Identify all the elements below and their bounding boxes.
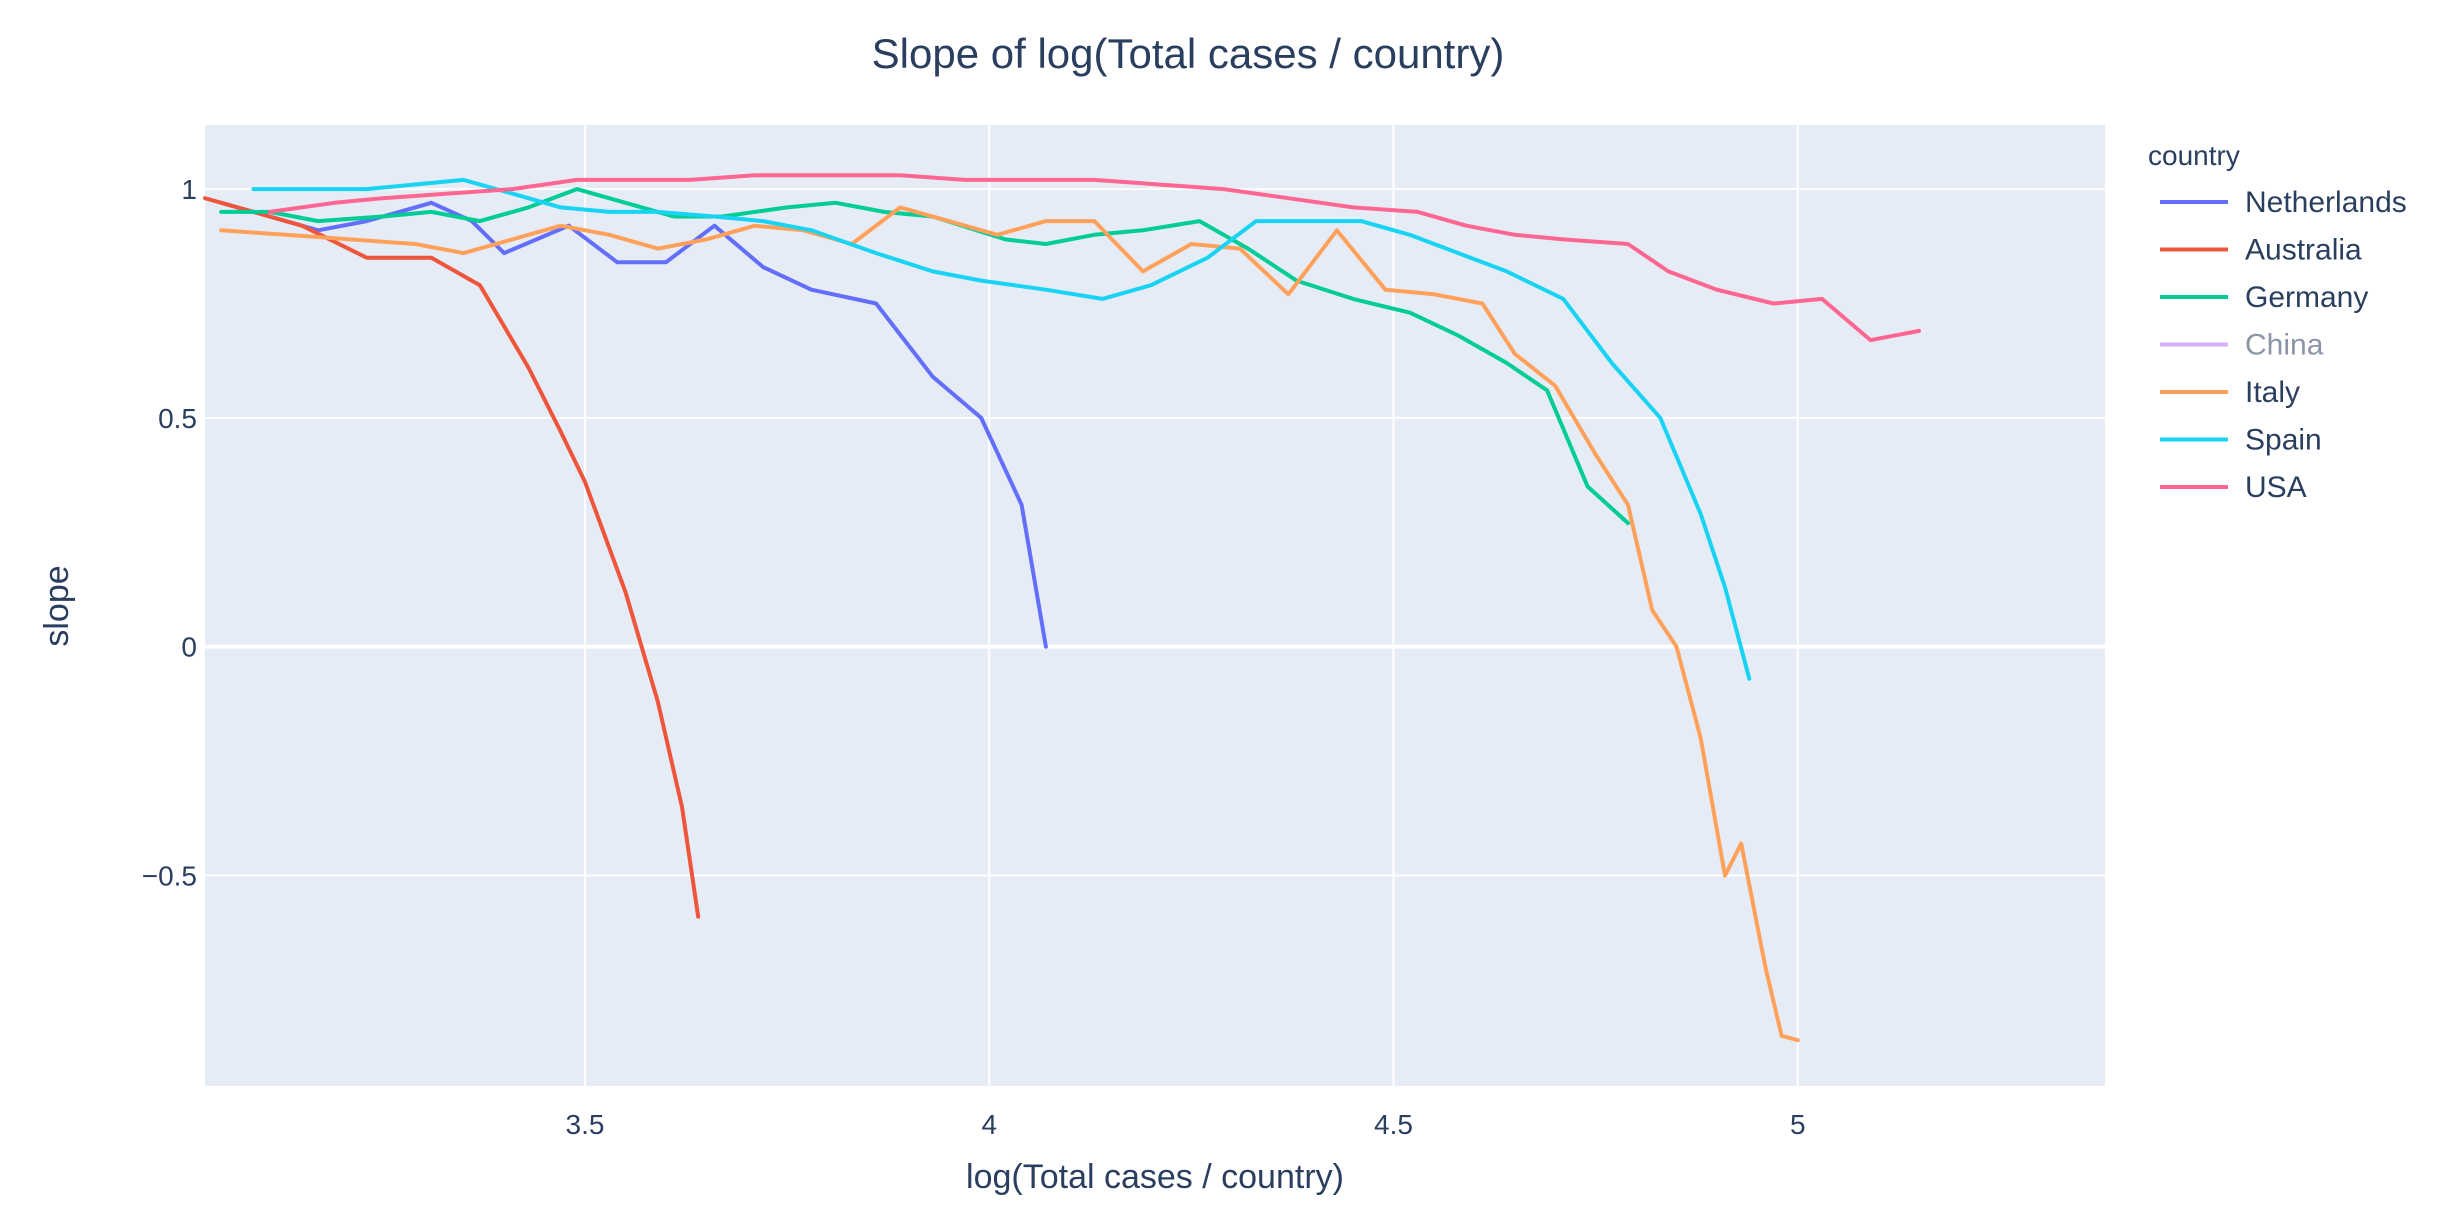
- legend-label: Spain: [2245, 424, 2322, 457]
- series-line-usa: [267, 173, 1921, 343]
- chart-title: Slope of log(Total cases / country): [872, 30, 1505, 77]
- legend-label: Germany: [2245, 281, 2368, 314]
- y-tick-label: 1: [181, 174, 197, 205]
- series-line-spain: [251, 177, 1752, 681]
- legend[interactable]: country Netherlands Australia Germany China…: [2148, 140, 2407, 504]
- y-tick-label: 0.5: [158, 403, 197, 434]
- plot-background: [205, 125, 2105, 1086]
- legend-item-china[interactable]: China: [2160, 329, 2324, 362]
- legend-item-australia[interactable]: Australia: [2160, 234, 2362, 267]
- legend-item-spain[interactable]: Spain: [2160, 424, 2322, 457]
- x-axis-ticks: 3.5 4 4.5 5: [566, 1109, 1806, 1140]
- y-axis-title: slope: [38, 565, 76, 646]
- legend-item-germany[interactable]: Germany: [2160, 281, 2368, 314]
- x-tick-label: 4.5: [1374, 1109, 1413, 1140]
- series-line-italy: [219, 205, 1800, 1043]
- legend-label: Australia: [2245, 234, 2362, 267]
- x-tick-label: 3.5: [566, 1109, 605, 1140]
- legend-title: country: [2148, 140, 2240, 171]
- legend-label: Italy: [2245, 376, 2300, 409]
- grid: [205, 125, 2105, 1086]
- x-axis-title: log(Total cases / country): [966, 1158, 1344, 1196]
- series-line-australia: [203, 196, 701, 919]
- legend-item-italy[interactable]: Italy: [2160, 376, 2300, 409]
- legend-item-usa[interactable]: USA: [2160, 471, 2307, 504]
- traces: [203, 173, 1921, 1043]
- legend-item-netherlands[interactable]: Netherlands: [2160, 186, 2407, 219]
- legend-label: USA: [2245, 471, 2307, 504]
- x-tick-label: 4: [981, 1109, 997, 1140]
- legend-label: Netherlands: [2245, 186, 2407, 219]
- x-tick-label: 5: [1790, 1109, 1806, 1140]
- y-tick-label: −0.5: [142, 860, 197, 891]
- legend-label: China: [2245, 329, 2324, 362]
- y-tick-label: 0: [181, 632, 197, 663]
- y-axis-ticks: −0.5 0 0.5 1: [142, 174, 197, 891]
